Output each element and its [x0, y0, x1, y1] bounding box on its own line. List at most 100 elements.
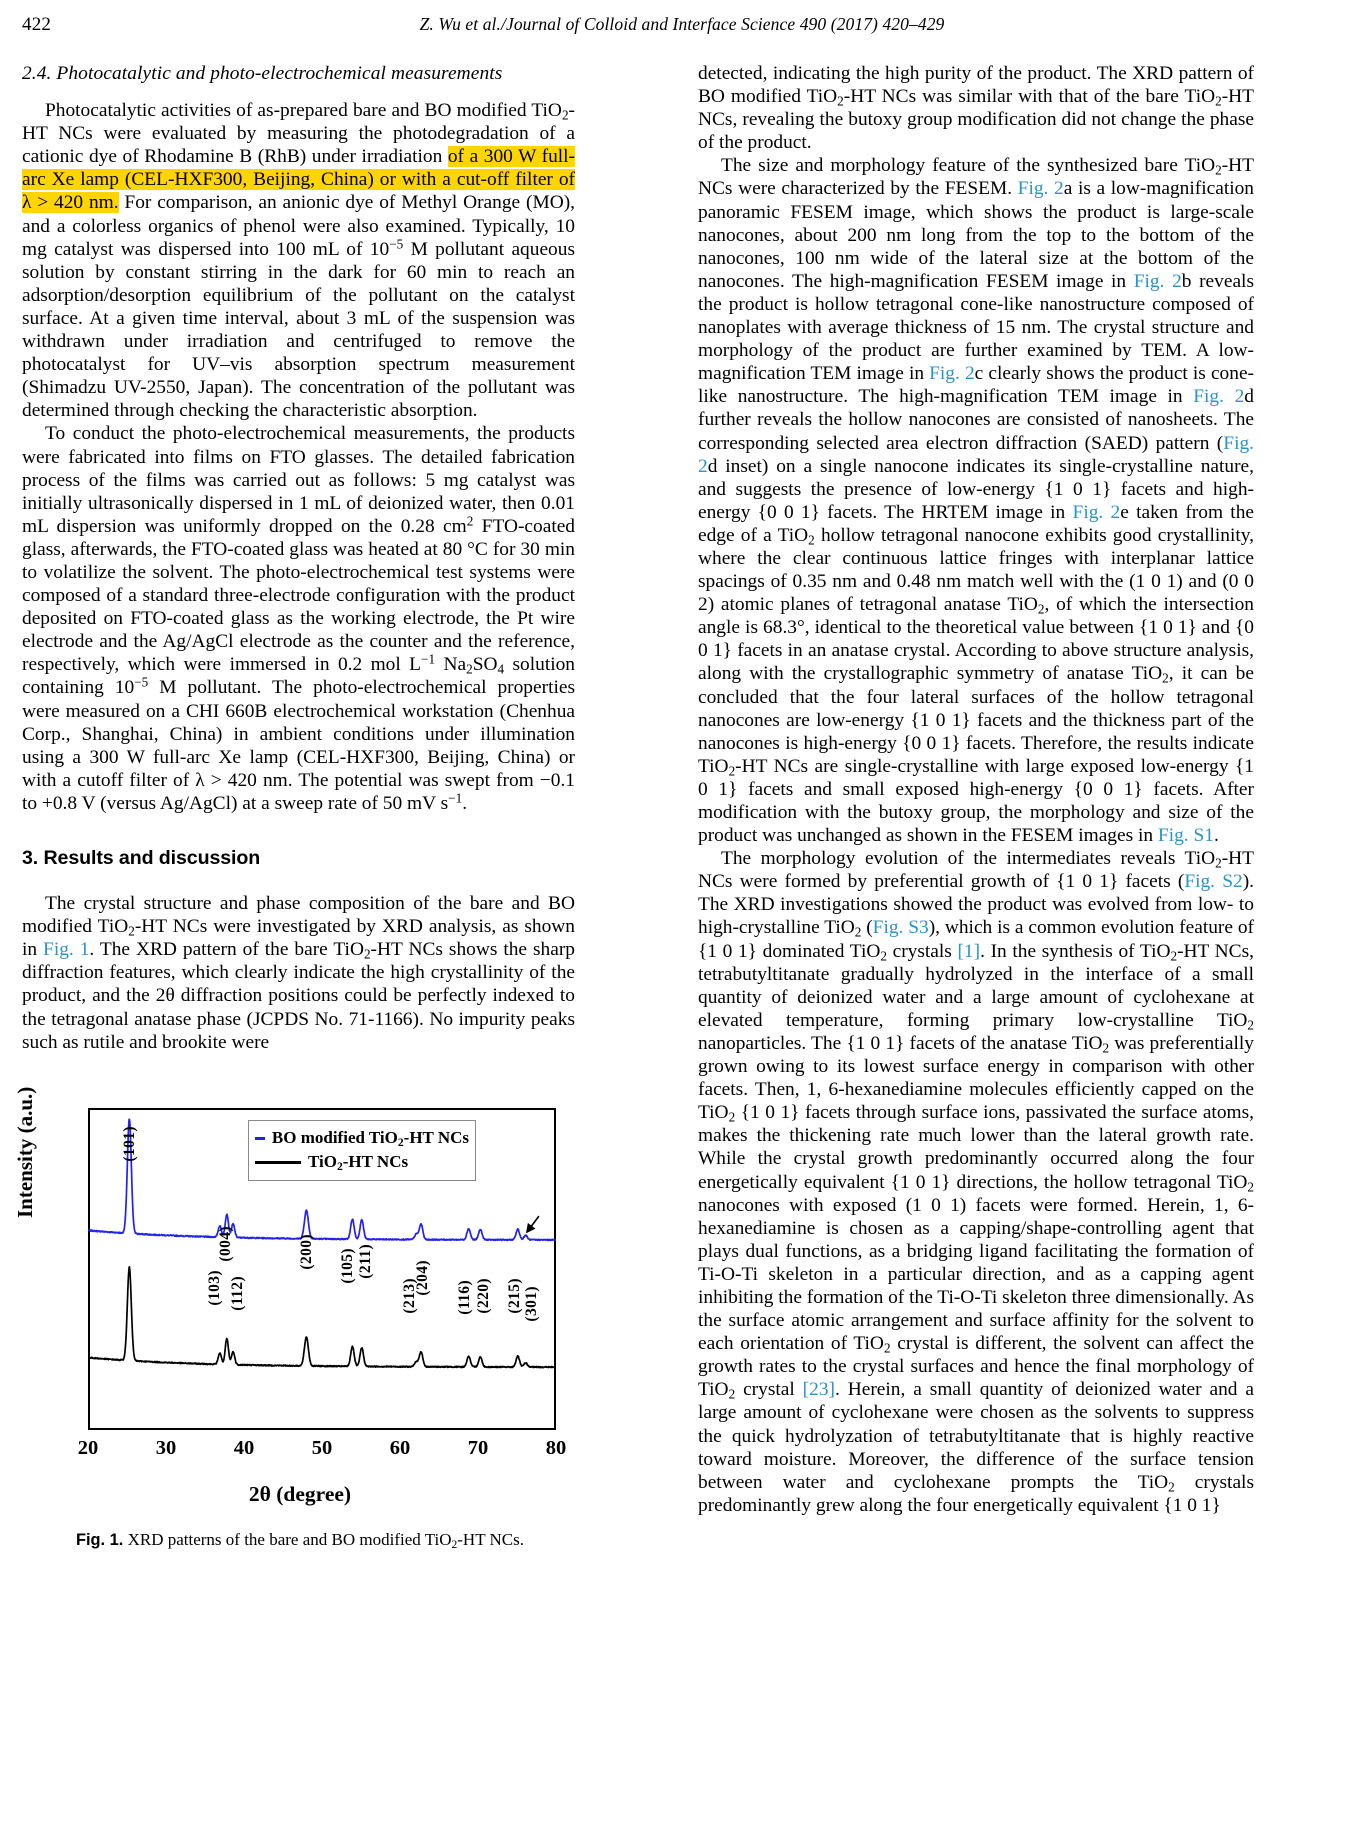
text-run: . In the synthesis of TiO: [980, 940, 1171, 962]
text-run: detected, indicating the high purity of …: [698, 63, 1254, 108]
figure-link-figs3[interactable]: Fig. S3: [872, 917, 929, 939]
text-run: -HT NCs were evaluated by measuring the …: [22, 100, 575, 168]
text-run: -HT NCs shows the sharp diffraction feat…: [22, 939, 575, 1053]
subscript: 2: [1102, 1040, 1110, 1056]
subscript: 2: [883, 1340, 891, 1356]
text-run: .: [1213, 825, 1219, 847]
text-run: Photocatalytic activities of as-prepared…: [45, 100, 562, 122]
legend-label-bare: TiO2-HT NCs: [308, 1152, 409, 1173]
text-run: (: [861, 917, 873, 939]
figure-link-figs1[interactable]: Fig. S1: [1157, 825, 1214, 847]
text-run: For comparison, an anionic dye of Methyl…: [22, 192, 575, 260]
legend-item-bo-modified: BO modified TiO2-HT NCs: [255, 1126, 469, 1150]
text-run: The morphology evolution of the intermed…: [721, 848, 1216, 870]
subscript: 2: [1247, 1017, 1254, 1033]
figure-link-fig2c[interactable]: Fig. 2: [929, 363, 975, 385]
x-axis-tick-labels: 20 30 40 50 60 70 80: [22, 1437, 578, 1463]
legend-item-bare: TiO2-HT NCs: [255, 1150, 469, 1174]
text-run: XRD patterns of the bare and BO modified…: [123, 1530, 452, 1549]
text-run: -HT NCs, tetrabutyltitanate gradually hy…: [698, 940, 1254, 1031]
page-number: 422: [22, 14, 52, 35]
text-run: FTO-coated glass, afterwards, the FTO-co…: [22, 515, 576, 676]
subscript: 2: [728, 1387, 736, 1403]
subscript: 2: [128, 923, 135, 939]
text-run: -HT NCs: [342, 1152, 409, 1171]
x-tick-70: 70: [467, 1437, 489, 1459]
subscript: 4: [497, 662, 505, 678]
text-run: -HT NCs.: [457, 1530, 525, 1549]
text-run: To conduct the photo-electrochemical mea…: [22, 423, 575, 537]
figure-link-fig2d[interactable]: Fig. 2: [1193, 386, 1245, 408]
text-run: crystal: [735, 1379, 803, 1401]
subscript: 2: [1215, 163, 1222, 179]
text-run: TiO: [308, 1152, 337, 1171]
text-run: b reveals the product is hollow tetragon…: [698, 270, 1254, 385]
subscript: 2: [451, 1538, 458, 1552]
xrd-traces: [88, 1118, 556, 1369]
text-run: Na: [435, 654, 467, 676]
text-run: -HT NCs, revealing the butoxy group modi…: [698, 86, 1254, 154]
x-axis-label: 2θ (degree): [248, 1482, 352, 1506]
y-axis-label: Intensity (a.u.): [13, 1086, 37, 1218]
text-run: . Herein, a small quantity of deionized …: [698, 1379, 1254, 1493]
citation-link-1[interactable]: [1]: [957, 940, 981, 962]
text-run: nanocones with exposed (1 0 1) facets we…: [698, 1194, 1255, 1355]
subscript: 2: [1215, 855, 1222, 871]
left-column: 2.4. Photocatalytic and photo-electroche…: [22, 62, 575, 1054]
x-tick-30: 30: [155, 1437, 177, 1459]
figure-link-fig2d-inset[interactable]: Fig. 2: [698, 432, 1254, 477]
text-run: M pollutant. The photo-electrochemical p…: [22, 677, 575, 814]
text-run: -HT NCs were formed by preferential grow…: [698, 848, 1254, 893]
text-run: ). The XRD investigations showed the pro…: [698, 871, 1254, 939]
superscript: −5: [134, 675, 149, 691]
text-run: -HT NCs: [403, 1128, 469, 1147]
paragraph-morphology-evolution: The morphology evolution of the intermed…: [698, 847, 1254, 1517]
text-run: . The XRD pattern of the bare TiO: [89, 939, 364, 961]
subscript: 2: [397, 1136, 404, 1150]
paragraph-crystal-structure: The crystal structure and phase composit…: [22, 892, 575, 1054]
journal-reference: Z. Wu et al./Journal of Colloid and Inte…: [419, 14, 945, 34]
subscript: 2: [1168, 1479, 1175, 1495]
text-run: d further reveals the hollow nanocones a…: [698, 386, 1254, 454]
text-run: ), which is a common evolution feature o…: [698, 917, 1254, 962]
legend-swatch-black: [255, 1160, 301, 1164]
peak-301-arrow: [525, 1215, 540, 1234]
text-run: nanoparticles. The {1 0 1} facets of the…: [698, 1032, 1103, 1054]
subscript: 2: [1162, 671, 1169, 687]
figure-1: Intensity (a.u.) (101) (103) (004) (112) (20…: [13, 1087, 578, 1551]
paragraph-size-morphology: The size and morphology feature of the s…: [698, 154, 1254, 847]
legend-swatch-blue: [255, 1136, 265, 1140]
subsection-heading: 2.4. Photocatalytic and photo-electroche…: [22, 63, 503, 84]
figure-caption-label: Fig. 1.: [75, 1531, 124, 1549]
x-tick-60: 60: [389, 1437, 411, 1459]
citation-link-23[interactable]: [23]: [802, 1379, 835, 1401]
text-run: M pollutant aqueous solution by constant…: [22, 238, 575, 422]
subscript: 2: [466, 662, 473, 678]
section-heading-results: 3. Results and discussion: [22, 847, 261, 869]
text-run: crystals: [886, 940, 958, 962]
text-run: .: [462, 792, 468, 814]
legend-label-bo-modified: BO modified TiO2-HT NCs: [272, 1128, 469, 1150]
trace-bare: [88, 1265, 556, 1369]
text-run: -HT NCs were characterized by the FESEM.: [698, 155, 1254, 200]
figure-link-fig1[interactable]: Fig. 1: [43, 939, 90, 961]
paragraph-detected-purity: detected, indicating the high purity of …: [698, 62, 1254, 154]
subscript: 2: [561, 107, 569, 123]
figure-link-fig2b[interactable]: Fig. 2: [1133, 270, 1182, 292]
text-run: , of which the intersection angle is 68.…: [698, 594, 1254, 685]
figure-link-fig2a[interactable]: Fig. 2: [1017, 178, 1064, 200]
text-run: crystals predominantly grew along the fo…: [698, 1471, 1254, 1516]
figure-link-figs2[interactable]: Fig. S2: [1184, 871, 1243, 893]
text-run: , it can be concluded that the four late…: [698, 663, 1254, 777]
paragraph-photoelectrochemical: To conduct the photo-electrochemical mea…: [22, 422, 575, 815]
subscript: 2: [1037, 601, 1045, 617]
text-run: {1 0 1} facets through surface ions, pas…: [698, 1102, 1254, 1193]
text-run: The crystal structure and phase composit…: [22, 893, 575, 938]
text-run: a is a low-magnification panoramic FESEM…: [698, 178, 1254, 292]
text-run: The size and morphology feature of the s…: [721, 155, 1216, 177]
superscript: 2: [466, 513, 474, 529]
figure-link-fig2e[interactable]: Fig. 2: [1072, 501, 1121, 523]
x-tick-20: 20: [77, 1437, 99, 1459]
subscript: 2: [837, 93, 844, 109]
